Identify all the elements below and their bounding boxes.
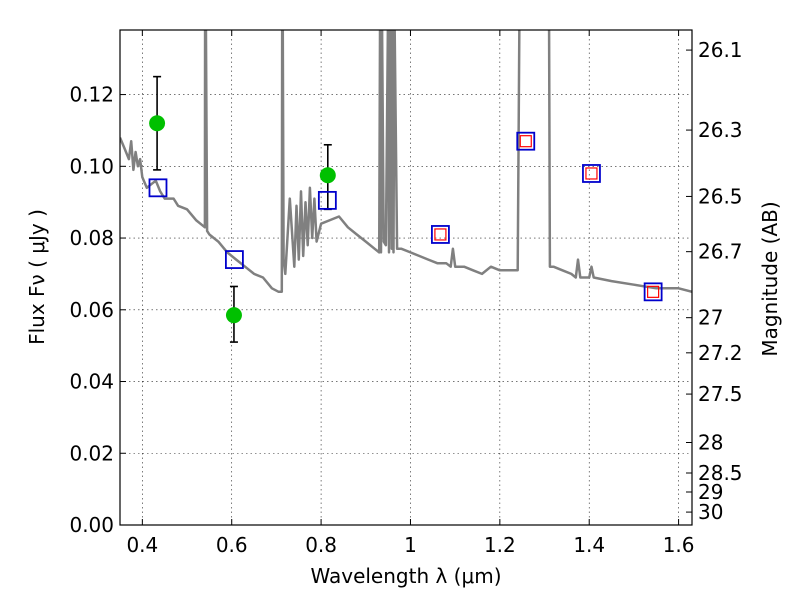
magnitude-tick-label: 30 <box>698 500 723 524</box>
magnitude-tick-label: 28 <box>698 431 723 455</box>
x-tick-label: 1.4 <box>573 533 605 557</box>
model-photometry-point <box>317 190 337 210</box>
magnitude-tick-label: 27.2 <box>698 341 743 365</box>
observed-flux-point <box>319 167 336 184</box>
model-photometry-point <box>431 225 450 244</box>
y-tick-label: 0.02 <box>69 441 114 465</box>
x-tick-label: 1.6 <box>663 533 695 557</box>
magnitude-tick-label: 26.7 <box>698 240 743 264</box>
y-tick-label: 0.00 <box>69 513 114 537</box>
plot-frame <box>119 29 693 526</box>
observed-flux-point <box>149 115 166 132</box>
x-tick-label: 1.2 <box>484 533 516 557</box>
model-photometry-point <box>516 131 536 151</box>
model-photometry-point <box>643 282 663 302</box>
magnitude-tick-label: 28.5 <box>698 461 743 485</box>
x-tick-label: 0.8 <box>305 533 337 557</box>
model-photometry-point <box>148 178 168 198</box>
predicted-flux-point <box>519 135 532 148</box>
observed-flux-point <box>225 307 242 324</box>
y-tick-label: 0.12 <box>69 83 114 107</box>
x-axis: 0.4 0.6 0.8 1 1.2 1.4 1.6 <box>126 30 695 557</box>
model-photometry-point <box>582 164 601 183</box>
magnitude-tick-label: 29 <box>698 480 723 504</box>
y-tick-label: 0.06 <box>69 298 114 322</box>
magnitude-tick-label: 26.5 <box>698 184 743 208</box>
model-spectrum-line <box>120 30 692 294</box>
x-tick-label: 1 <box>404 533 417 557</box>
magnitude-tick-label: 26.3 <box>698 118 743 142</box>
y-axis: 0.00 0.02 0.04 0.06 0.08 0.10 0.12 <box>69 83 126 537</box>
predicted-flux-point <box>434 228 447 241</box>
magnitude-tick-label: 27 <box>698 306 723 330</box>
y-tick-label: 0.04 <box>69 370 114 394</box>
magnitude-tick-label: 27.5 <box>698 382 743 406</box>
predicted-flux-point <box>585 167 598 180</box>
model-photometry-point <box>224 250 244 269</box>
y-axis-title: Flux Fν ( μJy ) <box>25 209 49 345</box>
x-tick-label: 0.4 <box>126 533 158 557</box>
predicted-flux-point <box>647 285 660 298</box>
magnitude-tick-label: 26.1 <box>698 38 743 62</box>
series-layer <box>120 30 692 294</box>
markers-layer <box>148 75 663 343</box>
magnitude-axis-title: Magnitude (AB) <box>758 201 782 356</box>
y-tick-label: 0.10 <box>69 154 114 178</box>
x-tick-label: 0.6 <box>216 533 248 557</box>
y-tick-label: 0.08 <box>69 226 114 250</box>
x-axis-title: Wavelength λ (μm) <box>310 564 501 588</box>
